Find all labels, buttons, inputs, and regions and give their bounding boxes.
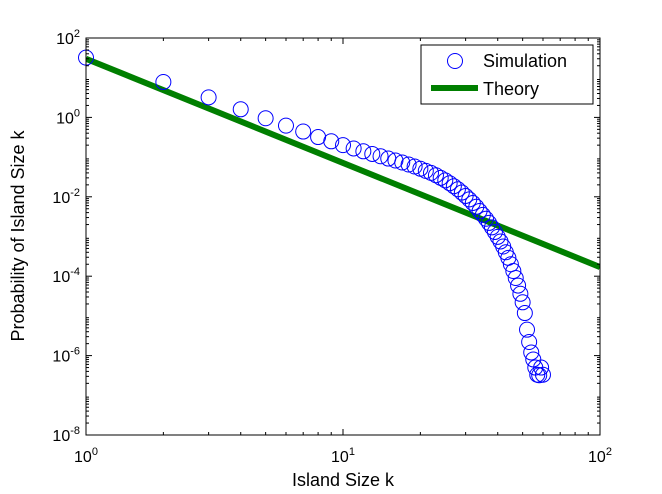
simulation-point (387, 152, 404, 169)
tick-label-base: 10 (331, 449, 349, 466)
simulation-point (519, 321, 536, 338)
simulation-point (510, 277, 527, 294)
y-tick-label: 10-6 (52, 346, 80, 366)
tick-label-exponent: 2 (606, 446, 612, 458)
simulation-point (492, 233, 509, 250)
tick-label-base: 10 (52, 349, 70, 366)
simulation-point (427, 167, 444, 184)
simulation-point (484, 219, 500, 236)
simulation-point (512, 285, 529, 302)
tick-label-exponent: 1 (349, 446, 355, 458)
tick-label-exponent: -8 (70, 425, 80, 437)
simulation-point (394, 154, 411, 171)
y-axis-title: Probability of Island Size k (8, 129, 28, 341)
simulation-point (481, 214, 498, 231)
simulation-point (523, 344, 540, 361)
simulation-point (345, 140, 362, 157)
tick-label-exponent: 2 (74, 28, 80, 40)
simulation-point (372, 148, 389, 165)
simulation-point (335, 137, 351, 154)
tick-label-base: 10 (56, 110, 74, 127)
x-axis: 100 101 102 (74, 38, 612, 466)
y-tick-label: 10-4 (52, 266, 80, 286)
simulation-point (277, 117, 294, 134)
simulation-point (323, 133, 340, 150)
tick-label-exponent: 0 (74, 107, 80, 119)
simulation-point (474, 206, 491, 223)
tick-label-base: 10 (74, 449, 92, 466)
x-tick-label: 100 (74, 446, 98, 466)
y-tick-label: 100 (56, 107, 80, 127)
simulation-point (155, 73, 172, 90)
tick-label-base: 10 (56, 31, 74, 48)
simulation-point (505, 263, 522, 280)
simulation-point (295, 123, 312, 140)
legend-theory-label: Theory (483, 79, 539, 99)
simulation-point (514, 294, 531, 311)
simulation-point (534, 366, 551, 383)
tick-label-base: 10 (52, 269, 70, 286)
tick-label-exponent: -4 (70, 266, 80, 278)
simulation-point (468, 198, 485, 215)
simulation-point (232, 101, 249, 118)
simulation-point (521, 334, 538, 351)
x-tick-label: 102 (588, 446, 612, 466)
y-tick-label: 10-2 (52, 187, 80, 207)
x-axis-title: Island Size k (292, 470, 395, 490)
tick-label-base: 10 (52, 428, 70, 445)
legend: Simulation Theory (420, 44, 594, 105)
simulation-point (464, 194, 481, 211)
simulation-point (533, 359, 550, 376)
simulation-point (445, 178, 462, 195)
tick-label-exponent: -2 (70, 187, 80, 199)
tick-label-base: 10 (52, 190, 70, 207)
simulation-point (437, 172, 454, 189)
simulation-point (477, 210, 494, 227)
simulation-point (441, 175, 458, 192)
simulation-point (364, 145, 381, 162)
tick-label-exponent: -6 (70, 346, 80, 358)
y-tick-label: 102 (56, 28, 80, 48)
legend-simulation-marker (447, 53, 463, 69)
legend-box (420, 44, 594, 105)
simulation-point (507, 270, 524, 287)
simulation-point (257, 110, 274, 127)
y-tick-label: 10-8 (52, 425, 80, 445)
simulation-point (355, 143, 372, 160)
theory-line (86, 55, 600, 270)
tick-label-base: 10 (588, 449, 606, 466)
simulation-point (432, 169, 449, 186)
simulation-point (486, 223, 503, 240)
simulation-point (200, 89, 217, 106)
legend-simulation-label: Simulation (483, 51, 567, 71)
simulation-point (516, 305, 533, 322)
tick-label-exponent: 0 (92, 446, 98, 458)
simulation-point (489, 228, 506, 245)
theory-series (86, 55, 600, 270)
x-tick-label: 101 (331, 446, 355, 466)
simulation-point (400, 156, 417, 173)
